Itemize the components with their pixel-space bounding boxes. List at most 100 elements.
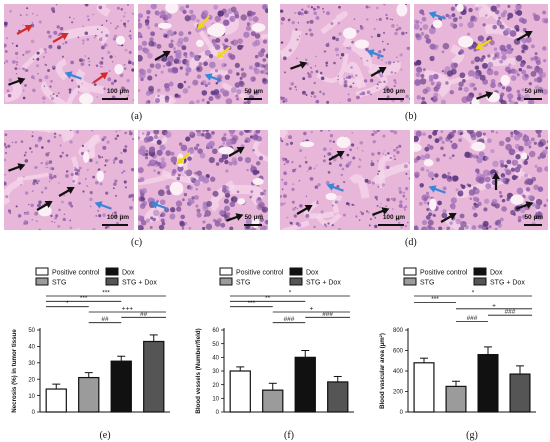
bar-stg-dox	[509, 373, 531, 413]
legend-swatch-positive-control	[403, 267, 417, 276]
arrow-blue-icon	[366, 49, 384, 58]
y-tick-label: 50	[212, 342, 219, 348]
y-tick-label: 20	[28, 377, 35, 383]
significance-label: ##	[140, 311, 148, 318]
legend-swatch-stg-dox	[289, 277, 303, 286]
arrow-black-icon	[8, 163, 26, 172]
y-tick-label: 40	[212, 356, 219, 362]
y-axis-label: Blood vessels (Number/field)	[195, 328, 202, 413]
significance-label: +	[492, 302, 496, 309]
panel-label-a: (a)	[131, 111, 143, 122]
y-tick-label: 40	[28, 345, 35, 351]
significance-label: ###	[322, 311, 333, 318]
legend-label-stg: STG	[52, 280, 66, 287]
legend-label-stg: STG	[420, 280, 434, 287]
y-tick-label: 30	[28, 361, 35, 367]
y-tick-label: 200	[393, 390, 404, 396]
chart-panel-label: (f)	[284, 430, 294, 441]
arrow-black-icon	[328, 151, 345, 161]
significance-label: ***	[102, 290, 110, 297]
arrow-blue-icon	[150, 201, 168, 210]
arrow-red-icon	[16, 25, 33, 35]
bar-dox	[477, 353, 499, 413]
y-tick-label: 10	[28, 394, 35, 400]
scale-label: 100 µm	[382, 88, 405, 95]
scale-bar	[524, 98, 542, 100]
arrow-red-icon	[92, 72, 109, 84]
y-tick-label: 60	[212, 328, 219, 334]
bar-positive-control	[45, 388, 67, 413]
arrow-blue-icon	[64, 71, 82, 80]
arrow-blue-icon	[326, 183, 344, 192]
arrow-yellow-icon	[216, 46, 231, 59]
bar-dox	[294, 356, 316, 413]
arrow-red-icon	[52, 33, 69, 43]
scale-label: 50 µm	[524, 214, 543, 221]
micrograph-d-left: 100 µm	[280, 130, 410, 230]
scale-bar	[244, 224, 262, 226]
micrograph-c-right: 50 µm	[138, 130, 268, 230]
legend-label-stg-dox: STG + Dox	[306, 280, 341, 287]
legend-swatch-stg	[219, 277, 233, 286]
significance-label: ***	[431, 296, 439, 303]
arrow-black-icon	[516, 31, 533, 41]
bar-stg	[445, 385, 467, 413]
chart-necrosis: Positive control Dox STG STG + Dox *** *** * ++…	[0, 262, 184, 442]
y-tick-label: 0	[216, 410, 220, 416]
legend-label-positive-control: Positive control	[420, 270, 468, 277]
arrow-yellow-icon	[197, 15, 210, 30]
legend-swatch-stg	[35, 277, 49, 286]
arrow-black-icon	[440, 213, 457, 223]
scale-bar	[524, 224, 542, 226]
arrow-black-icon	[228, 147, 245, 157]
y-tick-label: 800	[393, 328, 404, 334]
scale-bar	[244, 98, 262, 100]
legend-swatch-dox	[105, 267, 119, 276]
y-tick-label: 0	[32, 410, 36, 416]
scale-label: 100 µm	[106, 88, 129, 95]
scale-bar	[378, 224, 404, 226]
micrograph-a-right: 50 µm	[138, 4, 268, 104]
significance-label: ***	[80, 295, 88, 302]
legend-label-dox: Dox	[122, 270, 135, 277]
legend-label-stg-dox: STG + Dox	[490, 280, 525, 287]
arrow-black-icon	[154, 51, 171, 61]
micrograph-d-right: 50 µm	[414, 130, 548, 230]
y-tick-label: 10	[212, 397, 219, 403]
arrow-blue-icon	[428, 185, 446, 194]
y-tick-label: 400	[393, 369, 404, 375]
y-axis-label: Blood vascular area (µm²)	[379, 333, 386, 409]
legend-label-dox: Dox	[306, 270, 319, 277]
arrow-black-icon	[226, 213, 244, 222]
y-tick-label: 0	[400, 410, 404, 416]
chart-blood-vessels: Positive control Dox STG STG + Dox * ** *** + ##…	[184, 262, 368, 442]
legend-label-positive-control: Positive control	[236, 270, 284, 277]
scale-bar	[102, 98, 128, 100]
scale-bar	[102, 224, 128, 226]
significance-label: *	[66, 300, 69, 307]
bar-stg-dox	[143, 340, 165, 413]
micrograph-c-left: 100 µm	[4, 130, 134, 230]
significance-label: *	[289, 290, 292, 297]
legend-label-stg: STG	[236, 280, 250, 287]
arrow-black-icon	[290, 61, 308, 70]
arrow-black-icon	[370, 67, 387, 77]
panel-label-c: (c)	[131, 237, 143, 248]
scale-label: 50 µm	[244, 88, 263, 95]
legend-swatch-positive-control	[219, 267, 233, 276]
panel-label-d: (d)	[405, 237, 417, 248]
micrograph-a-left: 100 µm	[4, 4, 134, 104]
y-tick-label: 50	[28, 328, 35, 334]
bar-stg-dox	[327, 381, 349, 413]
significance-label: ###	[467, 315, 478, 322]
significance-label: ###	[284, 316, 295, 323]
bar-positive-control	[229, 370, 251, 413]
scale-label: 50 µm	[524, 88, 543, 95]
significance-label: ***	[248, 300, 256, 307]
significance-label: +++	[122, 306, 134, 313]
micrograph-b-right: 50 µm	[414, 4, 548, 104]
y-tick-label: 30	[212, 369, 219, 375]
micrograph-b-left: 100 µm	[280, 4, 410, 104]
legend-swatch-stg	[403, 277, 417, 286]
significance-label: ###	[505, 309, 516, 316]
